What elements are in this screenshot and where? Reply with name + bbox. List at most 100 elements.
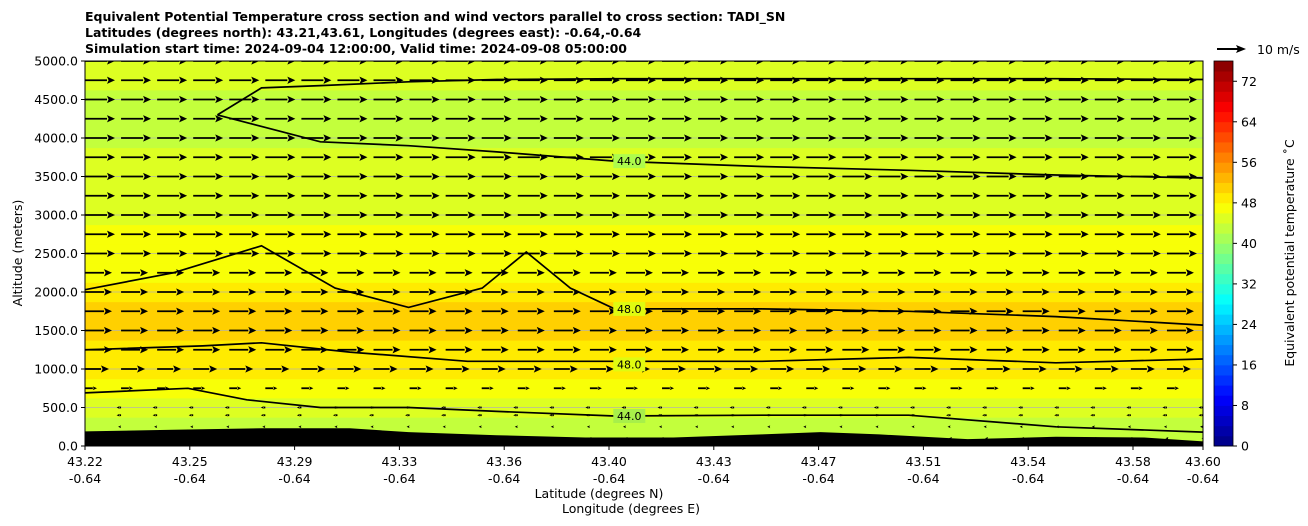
x-axis-title-lon: Longitude (degrees E) bbox=[562, 501, 700, 516]
wind-arrow-head bbox=[1018, 413, 1022, 417]
wind-arrow-head bbox=[994, 386, 999, 391]
colorbar-segment bbox=[1214, 81, 1233, 92]
wind-arrow-head bbox=[1126, 406, 1130, 409]
wind-arrow-head bbox=[107, 249, 115, 258]
wind-arrow-head bbox=[1008, 192, 1017, 200]
x-tick-label-lon: -0.64 bbox=[383, 471, 415, 486]
wind-arrow-head bbox=[982, 406, 986, 409]
wind-arrow-head bbox=[792, 95, 801, 104]
x-tick-label-lat: 43.33 bbox=[382, 454, 418, 469]
wind-arrow-head bbox=[212, 288, 221, 296]
wind-arrow-head bbox=[215, 115, 224, 123]
colorbar: 0 8 16 24 32 40 48 56 64 72 bbox=[1213, 60, 1257, 454]
colorbar-segment bbox=[1214, 304, 1233, 315]
wind-arrow-head bbox=[1116, 230, 1125, 238]
wind-arrow-head bbox=[1005, 326, 1014, 335]
wind-arrow-head bbox=[681, 269, 690, 277]
wind-arrow-head bbox=[359, 211, 368, 219]
wind-arrow-head bbox=[107, 115, 115, 123]
wind-arrow-head bbox=[756, 192, 765, 200]
wind-arrow-head bbox=[611, 230, 620, 238]
wind-arrow-head bbox=[684, 134, 693, 142]
y-tick-label: 500.0 bbox=[42, 400, 78, 415]
wind-arrow-head bbox=[215, 172, 224, 181]
wind-arrow-head bbox=[431, 153, 440, 161]
contour-label: 44.0 bbox=[617, 410, 642, 423]
wind-arrow-head bbox=[392, 307, 401, 315]
wind-arrow-head bbox=[392, 288, 401, 296]
wind-arrow-head bbox=[792, 115, 801, 123]
wind-arrow-head bbox=[1080, 61, 1089, 65]
wind-arrow-head bbox=[1113, 288, 1122, 296]
wind-arrow-head bbox=[1188, 153, 1197, 161]
colorbar-segment bbox=[1214, 131, 1233, 143]
x-tick-label-lon: -0.64 bbox=[698, 471, 730, 486]
wind-arrow-head bbox=[982, 413, 986, 417]
x-tick-label-lat: 43.36 bbox=[486, 454, 522, 469]
x-tick-label-lon: -0.64 bbox=[593, 471, 625, 486]
wind-arrow-head bbox=[1077, 288, 1086, 296]
wind-arrow-head bbox=[647, 172, 656, 181]
y-tick-label: 0.0 bbox=[58, 439, 78, 454]
wind-arrow-head bbox=[140, 326, 149, 335]
wind-arrow-head bbox=[1152, 230, 1161, 238]
wind-arrow-head bbox=[431, 95, 440, 104]
wind-arrow-head bbox=[1152, 61, 1161, 65]
wind-arrow-head bbox=[695, 425, 699, 429]
wind-arrow-head bbox=[1198, 406, 1202, 409]
y-tick-label: 2500.0 bbox=[34, 246, 78, 261]
wind-arrow-head bbox=[536, 346, 545, 354]
wind-arrow-head bbox=[693, 406, 697, 409]
colorbar-segment bbox=[1214, 324, 1233, 335]
wind-arrow-head bbox=[143, 172, 152, 181]
wind-arrow-head bbox=[489, 386, 494, 391]
wind-arrow-head bbox=[1165, 436, 1169, 440]
wind-arrow-head bbox=[152, 413, 156, 417]
wind-arrow-head bbox=[909, 406, 913, 409]
wind-arrow-head bbox=[107, 76, 115, 84]
x-tick-label-lat: 43.22 bbox=[67, 454, 103, 469]
wind-arrow-head bbox=[188, 413, 192, 417]
wind-arrow-head bbox=[717, 288, 726, 296]
wind-arrow-head bbox=[572, 326, 581, 335]
wind-arrow-head bbox=[1102, 386, 1107, 391]
wind-arrow-head bbox=[575, 192, 584, 200]
wind-arrow-head bbox=[900, 249, 909, 258]
wind-arrow-head bbox=[428, 307, 437, 315]
wind-arrow-head bbox=[251, 230, 260, 238]
wind-arrow-head bbox=[756, 115, 765, 123]
wind-arrow-head bbox=[933, 288, 942, 296]
wind-arrow-head bbox=[1188, 211, 1197, 219]
title-line-3: Simulation start time: 2024-09-04 12:00:… bbox=[85, 41, 627, 56]
wind-arrow-head bbox=[786, 365, 795, 373]
contour-label-bg bbox=[613, 301, 646, 316]
wind-arrow-head bbox=[118, 425, 122, 429]
wind-arrow-head bbox=[209, 365, 218, 373]
wind-arrow-head bbox=[464, 269, 473, 277]
wind-arrow-head bbox=[215, 95, 224, 104]
wind-arrow-head bbox=[969, 269, 978, 277]
wind-arrow-head bbox=[251, 134, 260, 142]
colorbar-segment bbox=[1214, 223, 1233, 234]
wind-arrow-head bbox=[1090, 406, 1094, 409]
wind-arrow-head bbox=[1188, 230, 1197, 238]
wind-arrow-head bbox=[1116, 134, 1125, 142]
wind-arrow-head bbox=[972, 115, 981, 123]
wind-arrow-head bbox=[467, 95, 476, 104]
wind-arrow-head bbox=[1080, 153, 1089, 161]
wind-arrow-head bbox=[1152, 192, 1161, 200]
wind-arrow-head bbox=[605, 365, 614, 373]
wind-arrow-head bbox=[467, 153, 476, 161]
wind-arrow-head bbox=[1008, 134, 1017, 142]
y-axis-title: Altitude (meters) bbox=[10, 200, 25, 307]
wind-arrow-head bbox=[750, 365, 759, 373]
wind-arrow-head bbox=[1080, 249, 1089, 258]
colorbar-tick-label: 48 bbox=[1241, 195, 1257, 210]
wind-arrow-head bbox=[143, 249, 152, 258]
wind-arrow-head bbox=[395, 211, 404, 219]
wind-arrow-head bbox=[933, 269, 942, 277]
wind-arrow-head bbox=[717, 346, 726, 354]
contour-line bbox=[85, 341, 1203, 364]
wind-arrow-head bbox=[431, 172, 440, 181]
wind-arrow-head bbox=[1008, 153, 1017, 161]
